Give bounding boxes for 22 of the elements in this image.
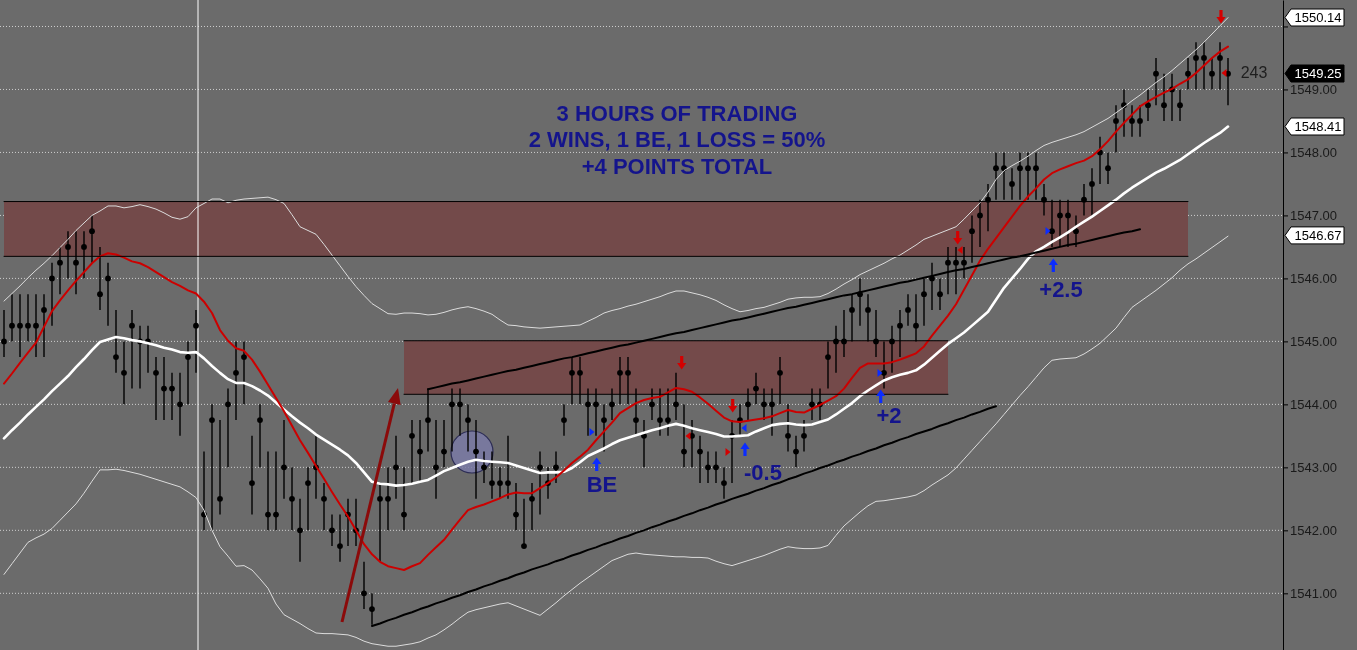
annotation: 2 WINS, 1 BE, 1 LOSS = 50% (528, 127, 826, 152)
annotation: 3 HOURS OF TRADING (556, 100, 798, 126)
y-tick-label: 1549.00 (1290, 82, 1337, 98)
text: 1548.41 (1294, 119, 1342, 134)
y-tick-label: 1541.00 (1290, 585, 1337, 601)
y-tick-label: 1545.00 (1290, 334, 1337, 350)
line-series (3, 235, 1229, 647)
text: 1546.67 (1294, 227, 1342, 243)
text: 243 (1240, 63, 1268, 81)
annotation: +2.5 (1039, 276, 1083, 302)
y-tick-label: 1543.00 (1290, 460, 1337, 475)
y-tick-label: 1542.00 (1290, 522, 1337, 538)
y-tick-label: 1548.00 (1290, 145, 1337, 161)
y-tick-label: 1546.00 (1290, 271, 1337, 287)
annotation: -0.5 (744, 459, 782, 485)
text: 1550.14 (1294, 10, 1342, 25)
text: 1549.25 (1294, 66, 1342, 81)
annotation: +2 (876, 402, 902, 428)
annotation: BE (586, 471, 618, 497)
y-tick-label: 1547.00 (1290, 208, 1337, 224)
annotation: +4 POINTS TOTAL (581, 153, 773, 179)
y-tick-label: 1544.00 (1290, 397, 1337, 413)
